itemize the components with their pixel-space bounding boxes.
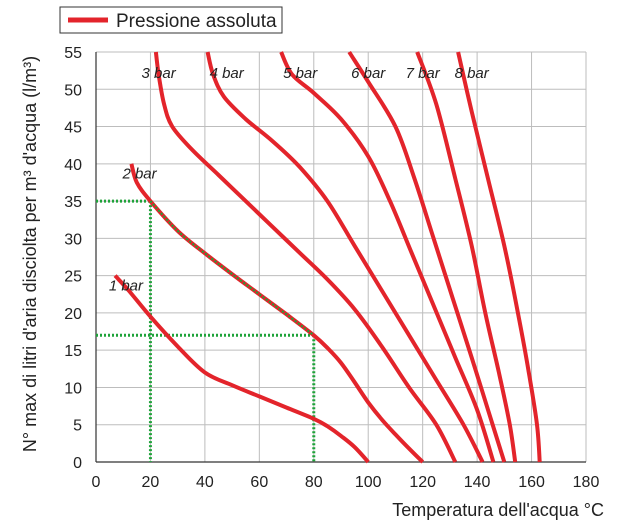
grid: [95, 51, 587, 463]
y-tick-label: 35: [64, 194, 82, 211]
x-tick-label: 180: [573, 474, 600, 491]
guide-curve-overlay: [149, 200, 315, 337]
axes: [95, 52, 586, 463]
x-tick-label: 60: [250, 474, 268, 491]
legend: Pressione assoluta: [59, 6, 283, 34]
y-tick-label: 0: [73, 455, 82, 472]
x-tick-label: 20: [142, 474, 160, 491]
curve-label-8-bar: 8 bar: [455, 65, 490, 82]
guide-lines: [96, 199, 316, 462]
curve-label-3-bar: 3 bar: [142, 65, 177, 82]
x-tick-label: 80: [305, 474, 323, 491]
curve-7-bar: [415, 51, 518, 463]
curve-label-6-bar: 6 bar: [351, 65, 386, 82]
legend-label: Pressione assoluta: [116, 11, 277, 32]
y-tick-labels: 0 5 10 15 20 25 30 35 40 45 50 55: [64, 45, 82, 472]
curve-label-4-bar: 4 bar: [210, 65, 245, 82]
y-tick-label: 10: [64, 380, 82, 397]
y-tick-label: 20: [64, 306, 82, 323]
y-tick-label: 25: [64, 269, 82, 286]
curve-1-bar: [113, 274, 370, 464]
y-tick-label: 50: [64, 82, 82, 99]
x-axis-title: Temperatura dell'acqua °C: [392, 500, 604, 520]
x-tick-label: 40: [196, 474, 214, 491]
y-tick-label: 55: [64, 45, 82, 62]
x-tick-label: 100: [355, 474, 382, 491]
y-tick-label: 45: [64, 120, 82, 137]
curve-5-bar: [279, 51, 496, 463]
curve-labels: 1 bar 2 bar 3 bar 4 bar 5 bar 6 bar 7 bar 8 bar: [109, 65, 490, 337]
y-tick-label: 5: [73, 418, 82, 435]
x-tick-labels: 0 20 40 60 80 100 120 140 160 180: [92, 474, 600, 491]
pressure-curves: [113, 50, 542, 464]
curve-label-5-bar: 5 bar: [283, 65, 318, 82]
curve-6-bar: [347, 50, 507, 463]
curve-label-7-bar: 7 bar: [406, 65, 441, 82]
y-tick-label: 30: [64, 231, 82, 248]
x-tick-label: 140: [464, 474, 491, 491]
curve-4-bar: [205, 51, 485, 463]
y-tick-label: 15: [64, 343, 82, 360]
curve-3-bar: [153, 51, 458, 463]
x-tick-label: 160: [518, 474, 545, 491]
y-tick-label: 40: [64, 157, 82, 174]
curve-label-2-bar: 2 bar: [121, 166, 157, 183]
curve-8-bar: [456, 51, 542, 463]
x-tick-label: 120: [409, 474, 436, 491]
curve-label-1-bar: 1 bar: [109, 278, 144, 295]
x-tick-label: 0: [92, 474, 101, 491]
y-axis-title: N° max di litri d'aria disciolta per m³ …: [20, 56, 40, 452]
